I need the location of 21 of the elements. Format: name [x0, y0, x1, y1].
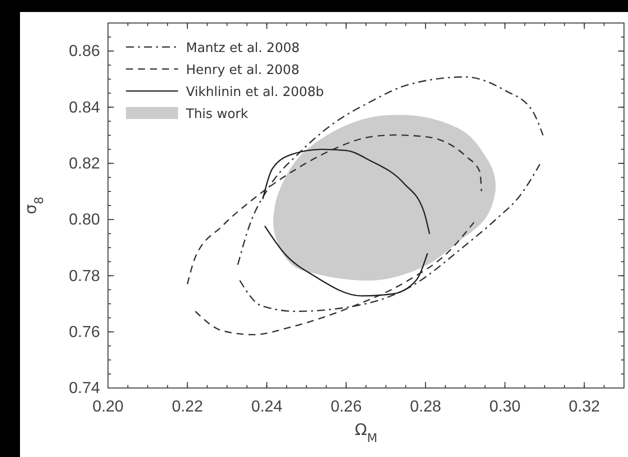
x-tick-label: 0.30	[489, 398, 521, 416]
legend-label: Vikhlinin et al. 2008b	[186, 85, 324, 100]
x-tick-label: 0.28	[410, 398, 442, 416]
x-axis-title: Ω$_{M}$	[354, 420, 378, 445]
y-tick-label: 0.74	[68, 380, 100, 398]
y-tick-label: 0.82	[68, 156, 100, 173]
x-tick-label: 0.26	[330, 398, 362, 416]
legend-label: This work	[185, 107, 249, 122]
legend-label: Henry et al. 2008	[186, 63, 300, 78]
y-tick-label: 0.76	[68, 324, 100, 341]
line-series	[264, 225, 428, 297]
x-tick-label: 0.22	[172, 398, 204, 416]
line-series	[262, 148, 430, 235]
x-tick-label: 0.20	[92, 398, 124, 416]
x-tick-label: 0.32	[568, 398, 600, 416]
y-tick-label: 0.78	[68, 268, 100, 285]
y-tick-label: 0.80	[68, 212, 100, 229]
y-tick-label: 0.86	[68, 43, 100, 60]
legend-label: Mantz et al. 2008	[186, 41, 300, 56]
y-tick-label: 0.84	[68, 99, 100, 116]
x-tick-label: 0.24	[251, 398, 282, 416]
